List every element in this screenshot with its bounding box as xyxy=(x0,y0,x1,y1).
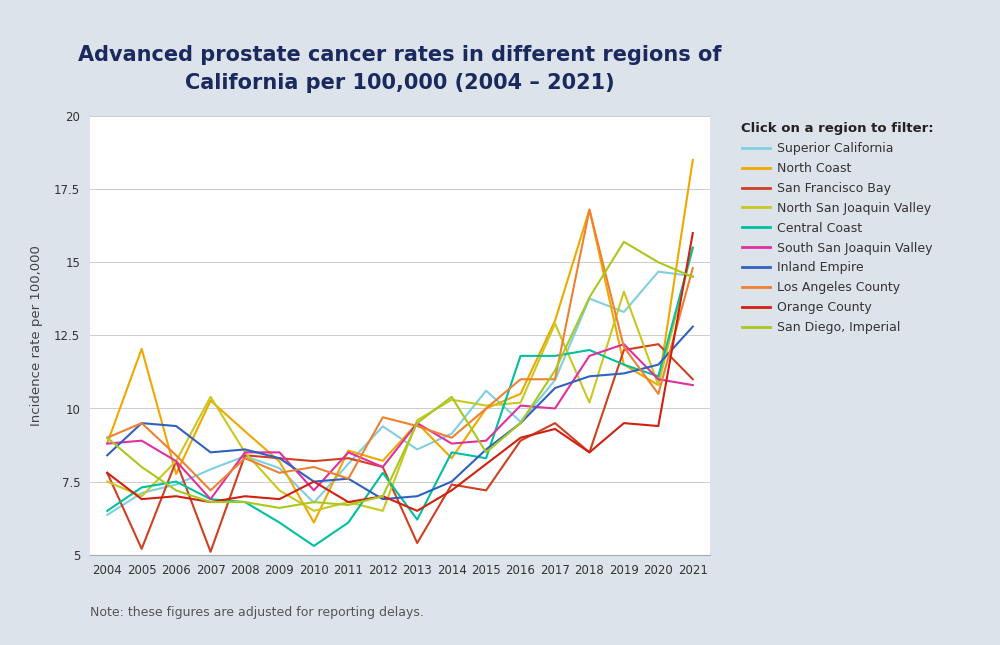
Text: Note: these figures are adjusted for reporting delays.: Note: these figures are adjusted for rep… xyxy=(90,606,424,619)
Text: Advanced prostate cancer rates in different regions of
California per 100,000 (2: Advanced prostate cancer rates in differ… xyxy=(78,45,722,93)
Legend: Superior California, North Coast, San Francisco Bay, North San Joaquin Valley, C: Superior California, North Coast, San Fr… xyxy=(741,123,934,334)
Y-axis label: Incidence rate per 100,000: Incidence rate per 100,000 xyxy=(30,245,43,426)
